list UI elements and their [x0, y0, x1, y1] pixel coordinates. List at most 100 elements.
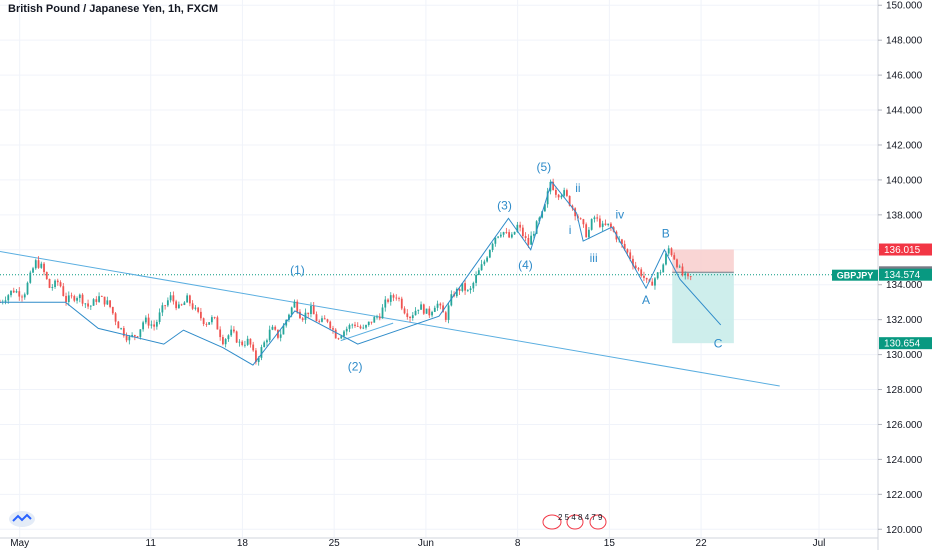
candle-body — [422, 304, 425, 314]
candle-body — [334, 329, 337, 339]
candle-body — [466, 290, 469, 291]
x-tick-label: 15 — [604, 538, 616, 549]
candle-body — [76, 298, 78, 301]
candle-body — [62, 286, 65, 296]
candle-body — [111, 306, 114, 314]
candle-body — [98, 296, 100, 302]
candle-body — [469, 288, 472, 291]
candle-body — [527, 238, 530, 245]
candle-body — [356, 325, 359, 327]
candle-body — [505, 232, 508, 233]
y-tick-label: 144.000 — [886, 106, 923, 117]
candle-body — [541, 211, 544, 218]
candle-body — [180, 304, 183, 306]
candle-body — [290, 307, 293, 315]
candle-body — [381, 307, 384, 319]
price-tag-value: 136.015 — [884, 245, 921, 256]
candle-body — [169, 295, 172, 301]
candle-body — [51, 287, 54, 288]
candle-body — [568, 195, 571, 206]
candle-body — [59, 282, 62, 287]
candle-body — [684, 273, 687, 276]
candle-body — [260, 347, 263, 358]
x-axis[interactable]: May 11 18 25 Jun 8 15 22 Jul — [0, 537, 878, 549]
symbol-tag-bg — [832, 269, 878, 281]
candle-body — [497, 236, 500, 238]
candle-body — [508, 232, 511, 238]
candle-body — [177, 304, 180, 309]
wave-label: (4) — [518, 258, 533, 272]
candle-body — [477, 270, 480, 276]
candle-body — [296, 301, 299, 312]
elliott-waves[interactable] — [0, 181, 722, 366]
candle-body — [444, 312, 447, 320]
correction-wave-path — [551, 181, 722, 326]
candle-body — [255, 350, 257, 363]
candle-body — [175, 301, 178, 309]
candle-body — [274, 326, 277, 330]
candle-body — [640, 269, 643, 276]
candle-body — [326, 319, 329, 322]
candle-body — [351, 324, 354, 326]
candle-body — [263, 342, 266, 348]
risk-reward-zones[interactable] — [0, 249, 878, 344]
x-tick-label: 18 — [237, 538, 249, 549]
candle-body — [486, 257, 488, 262]
candle-body — [81, 294, 84, 304]
candle-body — [139, 329, 142, 337]
candle-body — [10, 290, 12, 296]
event-flag-icon — [566, 514, 584, 530]
candle-body — [4, 300, 7, 302]
candle-body — [32, 268, 34, 273]
trendlines[interactable] — [0, 251, 780, 387]
candle-body — [378, 316, 381, 319]
y-tick-label: 142.000 — [886, 140, 923, 151]
candle-body — [133, 335, 136, 337]
candle-body — [461, 283, 464, 291]
candle-body — [403, 308, 406, 314]
price-tag-value: 130.654 — [884, 339, 921, 350]
wave-label: iv — [616, 207, 625, 221]
candle-body — [147, 317, 150, 326]
candle-body — [409, 316, 411, 319]
candle-body — [224, 339, 227, 345]
candle-body — [122, 328, 125, 336]
candle-body — [227, 335, 230, 340]
tradingview-logo-icon[interactable] — [8, 510, 36, 528]
candle-body — [414, 310, 417, 316]
candle-body — [621, 239, 623, 244]
candle-body — [230, 329, 233, 336]
candle-body — [277, 329, 279, 338]
candle-body — [15, 291, 18, 293]
price-tag-value: 134.574 — [884, 270, 921, 281]
candle-body — [158, 312, 161, 322]
candle-body — [29, 272, 32, 283]
candle-body — [23, 294, 26, 298]
candle-body — [510, 234, 513, 238]
candle-body — [384, 299, 387, 308]
candle-body — [54, 280, 56, 288]
candle-body — [659, 272, 662, 274]
candle-body — [103, 296, 106, 305]
candle-body — [213, 317, 216, 318]
candle-body — [136, 336, 139, 338]
candle-body — [431, 311, 433, 316]
candle-body — [56, 280, 59, 283]
chart-title: British Pound / Japanese Yen, 1h, FXCM — [8, 3, 219, 15]
candle-body — [417, 309, 420, 311]
candle-body — [516, 224, 519, 232]
y-tick-label: 122.000 — [886, 490, 923, 501]
y-tick-label: 132.000 — [886, 315, 923, 326]
candle-body — [574, 208, 577, 217]
candle-body — [78, 294, 81, 299]
candle-body — [271, 326, 274, 330]
economic-events[interactable]: 2 5 4 8 4 7 9 — [542, 513, 607, 530]
candle-body — [582, 219, 585, 225]
candle-body — [450, 294, 453, 306]
candle-body — [626, 249, 629, 253]
candle-body — [125, 335, 128, 341]
candle-body — [667, 248, 670, 254]
candle-body — [447, 305, 450, 320]
candle-body — [546, 191, 549, 205]
